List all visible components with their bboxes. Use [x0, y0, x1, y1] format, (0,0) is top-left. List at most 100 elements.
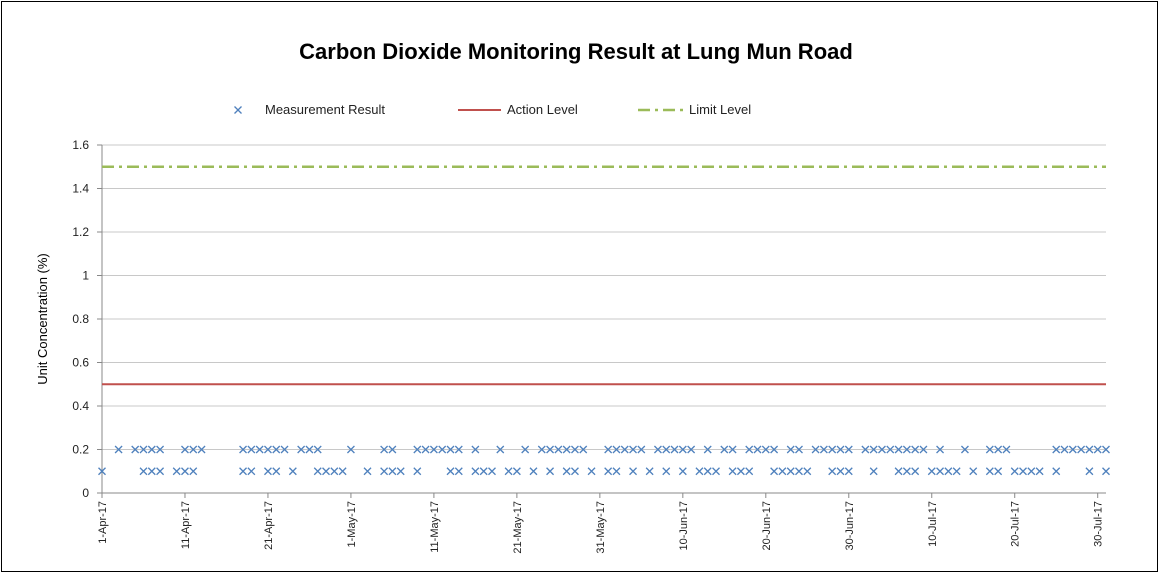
measurement-point: [546, 445, 555, 454]
y-tick-labels: 0 0.2 0.4 0.6 0.8 1 1.2 1.4 1.6: [72, 138, 89, 500]
measurement-point: [247, 467, 256, 476]
measurement-point: [413, 445, 422, 454]
y-tick-label: 0: [82, 486, 89, 500]
measurement-point: [429, 445, 438, 454]
measurement-point: [1085, 445, 1094, 454]
x-tick-label: 10-Jun-17: [678, 501, 690, 551]
measurement-point: [247, 445, 256, 454]
measurement-point: [712, 467, 720, 476]
measurement-point: [1002, 445, 1011, 454]
x-tick-label: 20-Jul-17: [1010, 501, 1022, 547]
measurement-point: [902, 467, 911, 476]
measurement-point: [844, 445, 853, 454]
reference-lines: [102, 165, 1106, 386]
measurement-point: [512, 467, 521, 476]
measurement-points: [98, 445, 1110, 476]
measurement-point: [388, 467, 397, 476]
measurement-point: [844, 467, 853, 476]
measurement-point: [537, 445, 546, 454]
measurement-point: [869, 467, 878, 476]
measurement-point: [985, 445, 994, 454]
measurement-point: [239, 467, 248, 476]
measurement-point: [678, 445, 687, 454]
measurement-point: [878, 445, 886, 454]
measurement-point: [197, 445, 206, 454]
measurement-point: [604, 445, 613, 454]
measurement-point: [960, 445, 969, 454]
measurement-point: [985, 467, 994, 476]
measurement-point: [728, 467, 737, 476]
measurement-point: [703, 467, 712, 476]
measurement-point: [695, 467, 704, 476]
measurement-point: [562, 445, 571, 454]
measurement-point: [587, 467, 596, 476]
legend-item: Limit Level: [638, 102, 751, 117]
measurement-point: [504, 467, 513, 476]
measurement-point: [703, 445, 712, 454]
measurement-point: [612, 445, 621, 454]
measurement-point: [662, 467, 671, 476]
y-tick-label: 0.6: [72, 356, 89, 370]
y-tick-label: 1: [82, 269, 89, 283]
measurement-point: [736, 467, 745, 476]
legend-label: Limit Level: [689, 102, 751, 117]
measurement-point: [620, 445, 629, 454]
measurement-point: [1102, 445, 1110, 454]
measurement-point: [471, 467, 480, 476]
measurement-point: [446, 445, 455, 454]
measurement-point: [380, 445, 389, 454]
measurement-point: [1077, 445, 1086, 454]
measurement-point: [629, 467, 638, 476]
measurement-point: [322, 467, 330, 476]
measurement-point: [263, 445, 272, 454]
measurement-point: [380, 467, 389, 476]
measurement-point: [147, 445, 156, 454]
legend-item: Action Level: [458, 102, 578, 117]
measurement-point: [1052, 467, 1061, 476]
measurement-point: [1027, 467, 1036, 476]
x-tick-label: 11-May-17: [429, 501, 441, 553]
measurement-point: [288, 467, 297, 476]
measurement-point: [994, 445, 1003, 454]
measurement-point: [239, 445, 248, 454]
x-tick-labels: 1-Apr-17 11-Apr-17 21-Apr-17 1-May-17 11-May…: [97, 501, 1105, 554]
measurement-point: [488, 467, 496, 476]
measurement-point: [388, 445, 397, 454]
measurement-point: [786, 467, 795, 476]
x-tick-label: 10-Jul-17: [927, 501, 939, 547]
measurement-point: [346, 445, 355, 454]
measurement-point: [330, 467, 339, 476]
measurement-point: [421, 445, 430, 454]
measurement-point: [604, 467, 613, 476]
measurement-point: [1019, 467, 1027, 476]
measurement-point: [944, 467, 953, 476]
measurement-point: [570, 445, 579, 454]
legend-item: Measurement Result: [234, 102, 385, 117]
measurement-point: [911, 467, 920, 476]
measurement-point: [255, 445, 264, 454]
measurement-point: [1052, 445, 1061, 454]
measurement-point: [828, 445, 837, 454]
measurement-point: [1035, 467, 1044, 476]
measurement-point: [637, 445, 646, 454]
grid-lines: [102, 144, 1106, 450]
y-tick-label: 0.4: [72, 399, 89, 413]
measurement-point: [936, 467, 945, 476]
measurement-point: [305, 445, 314, 454]
measurement-point: [670, 445, 679, 454]
measurement-point: [761, 445, 770, 454]
measurement-point: [363, 467, 372, 476]
measurement-point: [114, 445, 123, 454]
measurement-point: [612, 467, 621, 476]
legend-label: Action Level: [507, 102, 578, 117]
measurement-point: [546, 467, 555, 476]
measurement-point: [189, 445, 198, 454]
measurement-point: [496, 445, 505, 454]
measurement-point: [471, 445, 480, 454]
measurement-point: [911, 445, 920, 454]
measurement-point: [902, 445, 911, 454]
measurement-point: [156, 445, 165, 454]
y-tick-label: 1.6: [72, 138, 89, 152]
measurement-point: [454, 445, 463, 454]
measurement-point: [156, 467, 165, 476]
